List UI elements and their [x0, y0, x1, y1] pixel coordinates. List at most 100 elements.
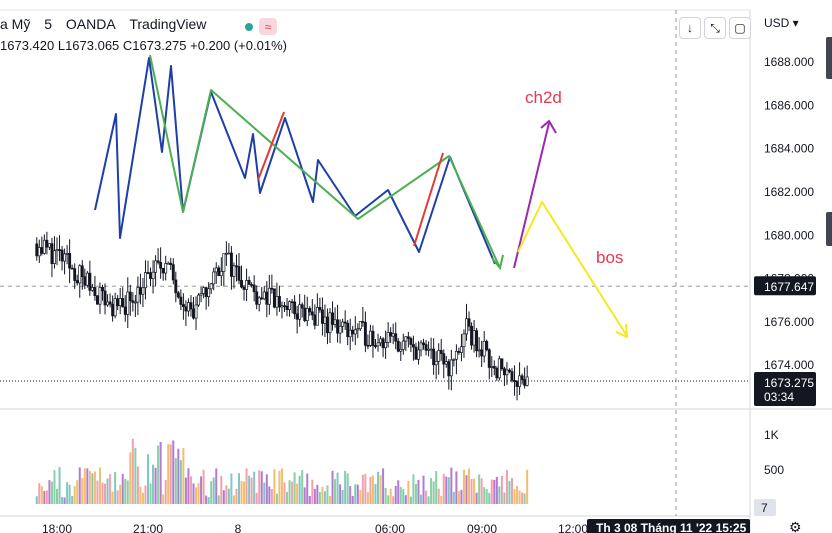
volume-bar — [139, 486, 142, 504]
candle-body — [459, 346, 463, 353]
candle-body — [371, 330, 375, 346]
volume-bar — [488, 493, 491, 504]
candle-body — [53, 250, 56, 265]
volume-bar — [119, 484, 122, 504]
interval-label[interactable]: 5 — [44, 16, 53, 32]
candle-body — [470, 325, 474, 346]
panel-edge-tab[interactable] — [826, 212, 832, 246]
last-price-label: 1673.275 — [764, 376, 814, 390]
candle-body — [252, 284, 256, 293]
wave-icon[interactable]: ≈ — [259, 18, 277, 35]
candle-body — [320, 309, 324, 324]
red-segment — [413, 152, 444, 247]
candle-body — [65, 253, 69, 255]
volume-bar — [462, 469, 465, 504]
candle-body — [247, 280, 251, 285]
symbol-name[interactable]: a Mỹ — [0, 16, 31, 32]
volume-bar — [265, 474, 268, 504]
maximize-icon[interactable]: ▢ — [729, 17, 751, 39]
volume-bar — [260, 471, 263, 504]
last-price-box — [754, 371, 816, 406]
candle-body — [323, 316, 327, 324]
candle-body — [333, 319, 337, 325]
candle-body — [75, 280, 79, 284]
candle-body — [245, 280, 249, 290]
volume-bar — [278, 470, 281, 504]
volume-bar — [73, 486, 76, 504]
candle-body — [37, 247, 41, 257]
volume-bar — [227, 488, 230, 504]
candle-body — [363, 321, 367, 346]
currency-selector[interactable]: USD ▾ — [764, 16, 799, 30]
collapse-icon[interactable]: ⤡ — [704, 17, 726, 39]
volume-bar — [45, 490, 48, 504]
candle-body — [108, 301, 112, 305]
volume-bar — [326, 485, 329, 504]
volume-bar — [313, 488, 316, 504]
volume-bar — [513, 489, 516, 504]
candle-body — [123, 306, 127, 315]
volume-bar — [306, 473, 309, 504]
volume-bar — [351, 496, 354, 504]
volume-bar — [154, 467, 157, 504]
volume-bar — [445, 476, 448, 504]
candle-body — [55, 249, 59, 252]
candle-body — [68, 253, 72, 269]
volume-bar — [134, 447, 137, 504]
candle-body — [505, 369, 509, 376]
candle-body — [475, 330, 479, 352]
candle-body — [267, 287, 271, 305]
volume-bar — [121, 473, 124, 504]
volume-bar — [389, 488, 392, 504]
volume-bar — [114, 472, 117, 504]
volume-bar — [354, 484, 357, 504]
candle-body — [346, 322, 350, 338]
candle-body — [485, 341, 489, 351]
volume-bar — [523, 493, 526, 504]
candle-body — [58, 249, 61, 251]
candle-body — [424, 344, 428, 351]
volume-bar — [336, 472, 339, 504]
scroll-down-icon[interactable]: ↓ — [679, 17, 701, 39]
volume-bar — [382, 468, 385, 504]
volume-bar — [124, 478, 127, 504]
volume-bar — [369, 476, 372, 504]
volume-bar — [377, 471, 380, 504]
panel-edge-tab[interactable] — [826, 37, 832, 79]
volume-bar — [50, 481, 53, 504]
volume-bar — [366, 492, 369, 504]
volume-bar — [427, 496, 430, 504]
candle-body — [449, 359, 453, 377]
candle-body — [98, 286, 102, 305]
candle-body — [523, 379, 527, 386]
candle-body — [513, 380, 516, 382]
candle-body — [406, 336, 410, 339]
volume-bar — [184, 477, 187, 504]
volume-bar — [288, 480, 291, 504]
candle-body — [444, 361, 448, 365]
candle-body — [472, 330, 476, 346]
candle-body — [361, 321, 365, 323]
price-tick-label: 1684.000 — [764, 142, 814, 156]
market-status-icon[interactable] — [240, 18, 258, 35]
volume-bar — [88, 470, 91, 504]
volume-bar — [238, 473, 240, 504]
volume-bar — [61, 496, 64, 504]
candle-body — [384, 342, 388, 349]
candle-body — [133, 301, 137, 304]
candle-body — [404, 336, 408, 342]
candle-body — [214, 267, 218, 273]
candle-body — [224, 252, 228, 255]
volume-bar — [232, 495, 235, 504]
volume-bar — [53, 470, 56, 504]
volume-bar — [296, 483, 299, 504]
volume-bar — [293, 472, 296, 504]
volume-bar — [470, 479, 473, 504]
volume-bar — [397, 480, 400, 504]
candle-body — [305, 308, 309, 321]
volume-bar — [432, 481, 435, 504]
volume-bar — [425, 490, 428, 504]
volume-bar — [157, 445, 160, 504]
